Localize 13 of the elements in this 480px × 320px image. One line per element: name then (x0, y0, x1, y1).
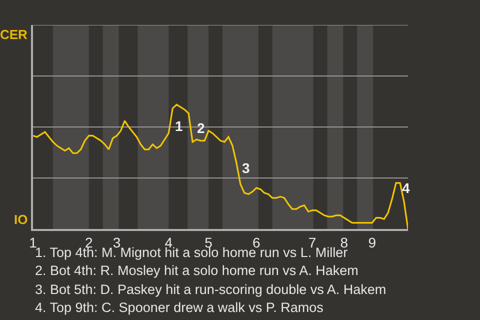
x-tick-label: 1 (29, 234, 38, 251)
x-tick-label: 7 (308, 234, 316, 251)
text: 3. Bot 5th: D. Paskey hit a run-scoring double vs A. Hakem (35, 282, 386, 297)
annotation: 2 (197, 120, 205, 136)
text: 4. Top 9th: C. Spooner drew a walk vs P. Ramos (35, 300, 324, 315)
text: IO (14, 212, 28, 227)
text: CER (0, 27, 28, 42)
x-tick-label: 8 (340, 234, 348, 251)
x-tick-label: 9 (368, 234, 376, 251)
x-tick-label: 6 (252, 234, 260, 251)
annotation: 3 (242, 160, 250, 176)
text: 2. Bot 4th: R. Mosley hit a solo home run vs A. Hakem (35, 263, 358, 278)
annotation: 4 (402, 180, 410, 196)
